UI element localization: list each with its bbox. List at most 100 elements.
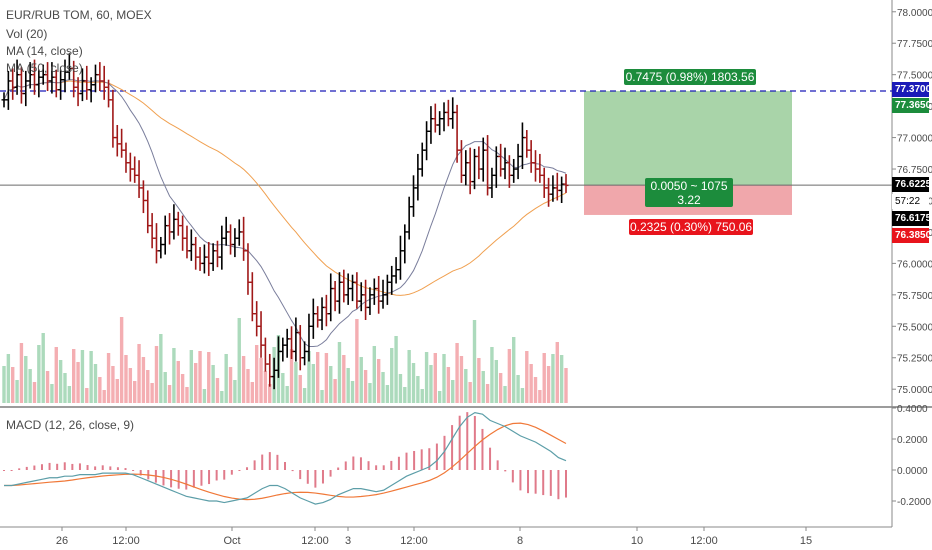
volume-bar (468, 382, 472, 403)
volume-bar (128, 368, 133, 403)
macd-histogram-bar (405, 452, 408, 470)
volume-bar (281, 373, 285, 403)
volume-bar (538, 390, 542, 403)
volume-bar (333, 379, 337, 403)
volume-bar (189, 350, 194, 403)
volume-bar (455, 343, 459, 403)
volume-bar (185, 387, 189, 403)
volume-bar (311, 364, 316, 403)
volume-bar (268, 384, 272, 403)
stop-loss-label[interactable]: 0.2325 (0.30%) 750.06 (629, 219, 753, 235)
macd-histogram-bar (565, 470, 567, 498)
time-tick-label: 8 (517, 535, 523, 547)
macd-tick-label: 0.4000 (897, 404, 928, 415)
volume-bar (137, 344, 141, 403)
volume-bar (141, 357, 146, 403)
volume-bar (80, 350, 85, 403)
price-tick-label: 76.0000 (897, 259, 932, 270)
macd-histogram-bar (451, 425, 454, 470)
volume-legend: Vol (20) (6, 27, 48, 41)
macd-histogram-bar (314, 470, 317, 488)
macd-histogram-bar (40, 464, 43, 470)
volume-bar (58, 360, 63, 403)
macd-histogram-bar (443, 435, 446, 470)
volume-bar (372, 346, 377, 403)
current-price-label: 76.6225 (892, 177, 929, 192)
volume-bar (198, 351, 202, 403)
macd-histogram-bar (238, 470, 241, 471)
volume-bar (172, 348, 176, 403)
time-tick-label: Oct (223, 535, 240, 547)
volume-bar (398, 374, 403, 403)
price-tick-label: 75.7500 (897, 291, 932, 302)
macd-histogram-bar (367, 461, 370, 470)
volume-bar (37, 345, 41, 403)
volume-bar (24, 356, 28, 403)
macd-histogram-bar (435, 443, 438, 470)
volume-bar (106, 353, 111, 403)
macd-histogram-bar (33, 465, 36, 470)
macd-histogram-bar (382, 465, 385, 470)
volume-bar (546, 366, 551, 403)
volume-bar (207, 352, 211, 403)
macd-tick-label: 0.0000 (897, 466, 928, 477)
volume-bar (381, 372, 385, 403)
volume-bar (390, 348, 394, 403)
volume-bar (115, 379, 119, 403)
volume-bar (63, 373, 67, 403)
macd-histogram-bar (253, 460, 256, 470)
volume-bar (72, 349, 76, 403)
volume-bar (359, 357, 363, 403)
macd-histogram-bar (542, 470, 545, 496)
volume-bar (233, 380, 237, 403)
volume-bar (294, 362, 298, 403)
macd-histogram-bar (71, 463, 74, 470)
lower-price-label: 76.6175 (892, 211, 929, 226)
macd-histogram-bar (230, 470, 233, 475)
volume-bar (146, 370, 150, 403)
volume-bar (176, 361, 180, 403)
macd-tick-label: -0.2000 (897, 497, 931, 508)
macd-histogram-bar (390, 460, 393, 470)
volume-bar (477, 358, 481, 403)
volume-bar (559, 355, 564, 403)
volume-bar (250, 382, 255, 403)
volume-bar (2, 366, 6, 403)
volume-bar (350, 381, 355, 403)
macd-histogram-bar (557, 470, 560, 500)
macd-histogram-bar (473, 415, 476, 470)
time-tick-label: 10 (631, 535, 643, 547)
volume-bar (241, 356, 246, 403)
volume-bar (98, 377, 102, 403)
price-tick-label: 77.0000 (897, 134, 932, 145)
macd-histogram-bar (261, 454, 264, 470)
position-risk-ratio: 0.0050 ~ 1075 (650, 179, 728, 193)
volume-bar (102, 390, 106, 403)
macd-histogram-bar (284, 462, 286, 470)
volume-bar (180, 374, 185, 403)
volume-bar (263, 371, 268, 403)
macd-histogram-bar (268, 452, 271, 470)
macd-histogram-bar (109, 466, 112, 470)
volume-bar (67, 386, 72, 403)
macd-histogram-bar (359, 457, 362, 470)
volume-bar (154, 346, 159, 403)
volume-bar (224, 354, 228, 403)
price-tick-label: 77.5000 (897, 71, 932, 82)
time-tick-label: 12:00 (112, 535, 140, 547)
target-profit-label[interactable]: 0.7475 (0.98%) 1803.56 (624, 69, 756, 85)
ma50-line (3, 80, 567, 296)
volume-bar (119, 317, 124, 403)
volume-bar (337, 342, 342, 403)
volume-bar (211, 365, 215, 403)
macd-histogram-bar (299, 470, 302, 480)
macd-histogram-bar (200, 470, 203, 486)
price-tick-label: 75.2500 (897, 354, 932, 365)
macd-histogram-bar (428, 448, 431, 470)
position-summary-label[interactable]: 0.0050 ~ 1075 3.22 (645, 178, 733, 207)
volume-bar (237, 318, 241, 403)
volume-bar (228, 367, 233, 403)
macd-histogram-bar (3, 470, 5, 471)
volume-bar (442, 354, 446, 403)
